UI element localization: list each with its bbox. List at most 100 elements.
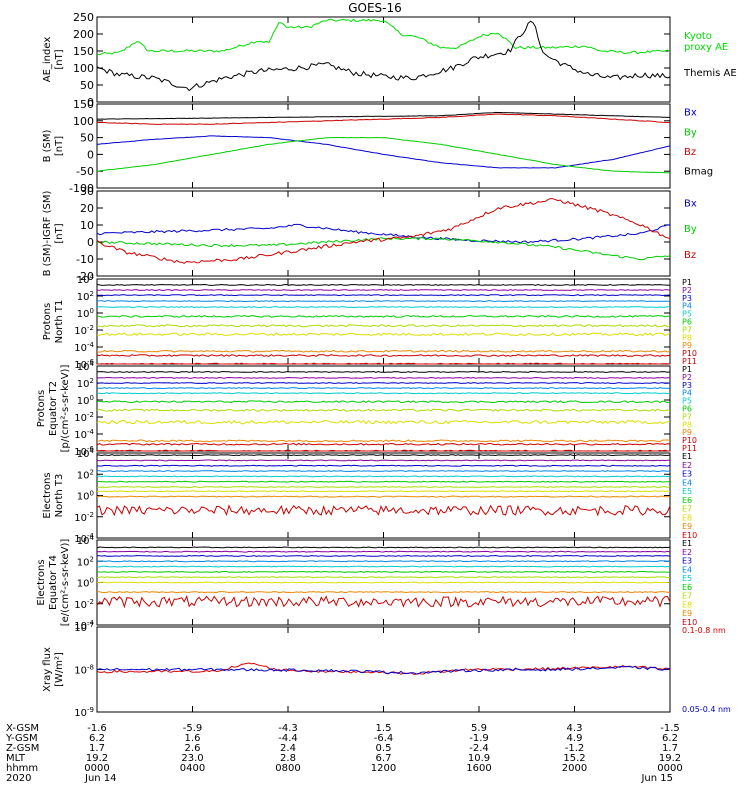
table-cell: 2000 bbox=[562, 763, 587, 774]
y-axis-label: North T3 bbox=[54, 474, 65, 518]
series-label: P2 bbox=[682, 286, 692, 295]
y-axis-label: AE_index bbox=[42, 37, 53, 83]
series-line-P11 bbox=[97, 362, 671, 365]
y-axis-label: [e/(cm²-s-sr-keV)] bbox=[60, 539, 71, 627]
y-axis-label: Protons bbox=[42, 303, 53, 340]
series-line-Bx bbox=[96, 223, 671, 244]
y-tick-label: 104 bbox=[77, 360, 95, 373]
series-line-E5 bbox=[96, 565, 671, 568]
series-line-Bz bbox=[96, 113, 670, 125]
series-label: P10 bbox=[682, 436, 697, 445]
series-line-P9 bbox=[96, 439, 671, 443]
series-line-E2 bbox=[96, 459, 671, 462]
table-cell: 0000 bbox=[657, 763, 682, 774]
series-line-0.1-0.8 nm bbox=[96, 662, 671, 675]
series-line-P7 bbox=[96, 324, 671, 328]
y-tick-label: 20 bbox=[80, 202, 94, 215]
series-line-By bbox=[96, 136, 671, 174]
series-label: E8 bbox=[682, 600, 692, 609]
series-line-Themis AE bbox=[96, 20, 671, 92]
table-cell: 1600 bbox=[466, 763, 491, 774]
y-tick-label: 100 bbox=[77, 490, 94, 503]
table-row-label: MLT bbox=[6, 753, 26, 764]
table-cell: 2.8 bbox=[280, 753, 296, 764]
table-cell: -5.9 bbox=[183, 723, 203, 734]
table-cell: Jun 15 bbox=[640, 773, 673, 784]
y-tick-label: 250 bbox=[73, 11, 94, 24]
series-label: E6 bbox=[682, 583, 692, 592]
series-line-P4 bbox=[97, 387, 671, 390]
y-tick-label: 10-8 bbox=[74, 664, 94, 677]
y-tick-label: 102 bbox=[77, 555, 94, 568]
series-line-P2 bbox=[96, 289, 671, 292]
series-label: P6 bbox=[682, 318, 692, 327]
series-line-P3 bbox=[96, 382, 671, 384]
series-line-P3 bbox=[97, 294, 671, 297]
y-tick-label: 100 bbox=[73, 115, 94, 128]
table-cell: -2.4 bbox=[469, 743, 489, 754]
series-label: By bbox=[684, 127, 697, 138]
series-label: 0.05-0.4 nm bbox=[682, 705, 731, 714]
series-label: P11 bbox=[682, 444, 697, 453]
y-axis-label: [nT] bbox=[54, 49, 65, 69]
series-label: E10 bbox=[682, 618, 697, 627]
table-cell: 10.9 bbox=[468, 753, 490, 764]
series-line-E8 bbox=[96, 581, 671, 584]
y-tick-label: 50 bbox=[80, 132, 94, 145]
series-line-P8 bbox=[96, 419, 671, 425]
table-cell: 2.6 bbox=[185, 743, 201, 754]
series-label: E5 bbox=[682, 487, 692, 496]
series-line-E10 bbox=[96, 595, 671, 609]
series-line-E5 bbox=[96, 475, 671, 478]
series-label: E7 bbox=[682, 592, 692, 601]
y-tick-label: -100 bbox=[69, 182, 94, 195]
series-line-E6 bbox=[96, 570, 671, 573]
table-cell: -1.5 bbox=[660, 723, 680, 734]
series-line-P7 bbox=[96, 408, 671, 412]
series-line-E10 bbox=[96, 504, 671, 517]
y-tick-label: 100 bbox=[73, 62, 94, 75]
series-label: P7 bbox=[682, 325, 692, 334]
table-cell: 23.0 bbox=[181, 753, 203, 764]
table-cell: 19.2 bbox=[86, 753, 108, 764]
table-cell: 2.4 bbox=[280, 743, 296, 754]
series-line-P6 bbox=[96, 315, 670, 318]
series-label: P1 bbox=[682, 365, 692, 374]
y-tick-label: -50 bbox=[76, 165, 94, 178]
series-label: P5 bbox=[682, 397, 692, 406]
series-line-E2 bbox=[96, 550, 671, 553]
series-line-E1 bbox=[96, 454, 671, 457]
y-tick-label: 10-2 bbox=[74, 598, 94, 611]
y-axis-label: Xray flux bbox=[42, 647, 53, 692]
y-tick-label: 100 bbox=[77, 577, 94, 590]
series-label: Bx bbox=[684, 108, 697, 119]
table-cell: 19.2 bbox=[659, 753, 681, 764]
series-line-E8 bbox=[96, 490, 671, 493]
y-tick-label: 102 bbox=[77, 290, 94, 303]
series-label: Kyoto bbox=[684, 31, 712, 42]
series-label: E9 bbox=[682, 609, 692, 618]
y-axis-label: [nT] bbox=[54, 223, 65, 243]
series-line-E9 bbox=[96, 495, 671, 498]
plot-title: GOES-16 bbox=[348, 1, 402, 15]
series-line-P1 bbox=[96, 370, 671, 373]
y-axis-label: [nT] bbox=[54, 136, 65, 156]
table-row-label: Y-GSM bbox=[5, 733, 38, 744]
y-axis-label: Equator T4 bbox=[48, 555, 59, 610]
series-line-E1 bbox=[96, 546, 671, 549]
table-cell: 0400 bbox=[180, 763, 205, 774]
series-line-E6 bbox=[97, 480, 671, 483]
y-tick-label: 104 bbox=[77, 534, 95, 547]
series-label: E5 bbox=[682, 574, 692, 583]
y-tick-label: 0 bbox=[87, 236, 94, 249]
series-label: P1 bbox=[682, 278, 692, 287]
series-label: E7 bbox=[682, 505, 692, 514]
series-label: E6 bbox=[682, 496, 692, 505]
y-tick-label: 100 bbox=[77, 394, 94, 407]
series-label: E10 bbox=[682, 531, 697, 540]
table-cell: 4.3 bbox=[567, 723, 583, 734]
